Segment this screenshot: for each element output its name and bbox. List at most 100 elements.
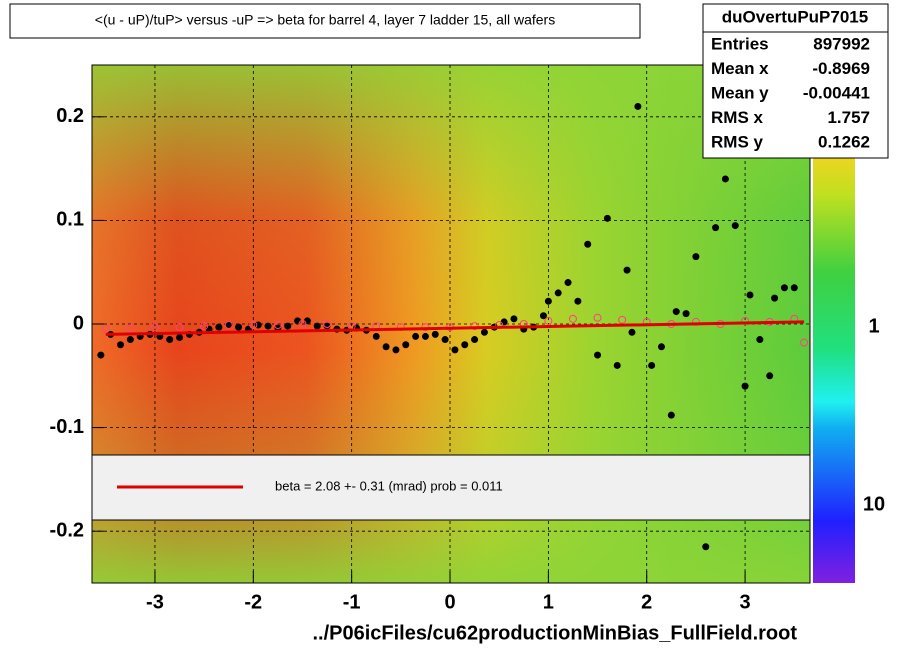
title-box [9, 3, 641, 39]
open-marker [224, 321, 233, 330]
point [692, 253, 700, 261]
stats-value: 1.757 [827, 108, 870, 127]
x-tick-label: -3 [146, 591, 164, 613]
point [421, 332, 429, 340]
open-marker [470, 322, 479, 331]
point [392, 346, 400, 354]
point [431, 330, 439, 338]
colorbar-label: 1 [868, 315, 879, 337]
y-tick-label: -0.2 [50, 519, 84, 541]
open-marker [273, 321, 282, 330]
point [672, 308, 680, 316]
point [225, 321, 233, 329]
point [323, 322, 331, 330]
point [731, 222, 739, 230]
point [126, 336, 134, 344]
point [712, 224, 720, 232]
point [441, 336, 449, 344]
point [313, 322, 321, 330]
y-tick-label: -0.1 [50, 416, 84, 438]
point [402, 341, 410, 349]
point [510, 315, 518, 323]
point [771, 294, 779, 302]
open-marker [249, 321, 258, 330]
stats-label: Mean y [711, 83, 769, 102]
point [623, 266, 631, 274]
point [480, 328, 488, 336]
open-marker [800, 338, 809, 347]
stats-value: -0.00441 [803, 83, 870, 102]
x-tick-label: 2 [641, 591, 652, 613]
point [613, 361, 621, 369]
point [284, 322, 292, 330]
point [97, 351, 105, 359]
point [451, 346, 459, 354]
point [584, 240, 592, 248]
point [412, 332, 420, 340]
open-marker [126, 324, 135, 333]
point [780, 284, 788, 292]
open-marker [175, 323, 184, 332]
stats-label: Mean x [711, 59, 769, 78]
x-axis-label: ../P06icFiles/cu62productionMinBias_Full… [312, 622, 797, 644]
point [539, 312, 547, 320]
point [766, 372, 774, 380]
point [790, 284, 798, 292]
point [667, 411, 675, 419]
stats-box [702, 3, 889, 159]
x-tick-label: 3 [740, 591, 751, 613]
point [554, 289, 562, 297]
stats-label: RMS y [711, 132, 764, 151]
stats-label: Entries [711, 34, 769, 53]
open-marker [298, 320, 307, 328]
open-marker [544, 316, 553, 325]
open-marker [593, 313, 602, 322]
open-marker [568, 314, 577, 323]
point [166, 336, 174, 344]
stats-value: 0.1262 [818, 132, 870, 151]
point [603, 214, 611, 222]
open-marker [396, 323, 405, 332]
open-marker [200, 322, 209, 331]
open-marker [691, 317, 700, 326]
y-tick-label: 0.2 [56, 105, 84, 127]
y-tick-label: 0.1 [56, 209, 84, 231]
point [721, 175, 729, 183]
x-tick-label: 0 [444, 591, 455, 613]
fit-line [105, 320, 805, 336]
stats-value: 897992 [813, 34, 870, 53]
x-tick-label: 1 [543, 591, 554, 613]
point [594, 351, 602, 359]
stats-title: duOvertuPuP7015 [722, 7, 868, 26]
point [682, 310, 690, 318]
stats-label: RMS x [711, 108, 764, 127]
point [471, 336, 479, 344]
point [461, 341, 469, 349]
point [264, 322, 272, 330]
point [117, 341, 125, 349]
point [382, 343, 390, 351]
point [544, 297, 552, 305]
plot-frame [91, 64, 811, 584]
point [215, 323, 223, 331]
y-tick-label: 0 [73, 312, 84, 334]
open-marker [323, 320, 332, 328]
open-marker [618, 315, 627, 324]
point [634, 102, 642, 110]
open-marker [101, 325, 110, 334]
x-tick-label: -2 [244, 591, 262, 613]
colorbar-label: 10 [863, 493, 885, 515]
point [574, 297, 582, 305]
stats-value: -0.8969 [812, 59, 870, 78]
point [657, 343, 665, 351]
point [372, 332, 380, 340]
point [741, 382, 749, 390]
point [648, 361, 656, 369]
point [176, 333, 184, 341]
point [628, 328, 636, 336]
point [235, 323, 243, 331]
point [702, 543, 710, 551]
chart-title: <(u - uP)/tuP> versus -uP => beta for ba… [95, 12, 555, 28]
point [746, 291, 754, 299]
